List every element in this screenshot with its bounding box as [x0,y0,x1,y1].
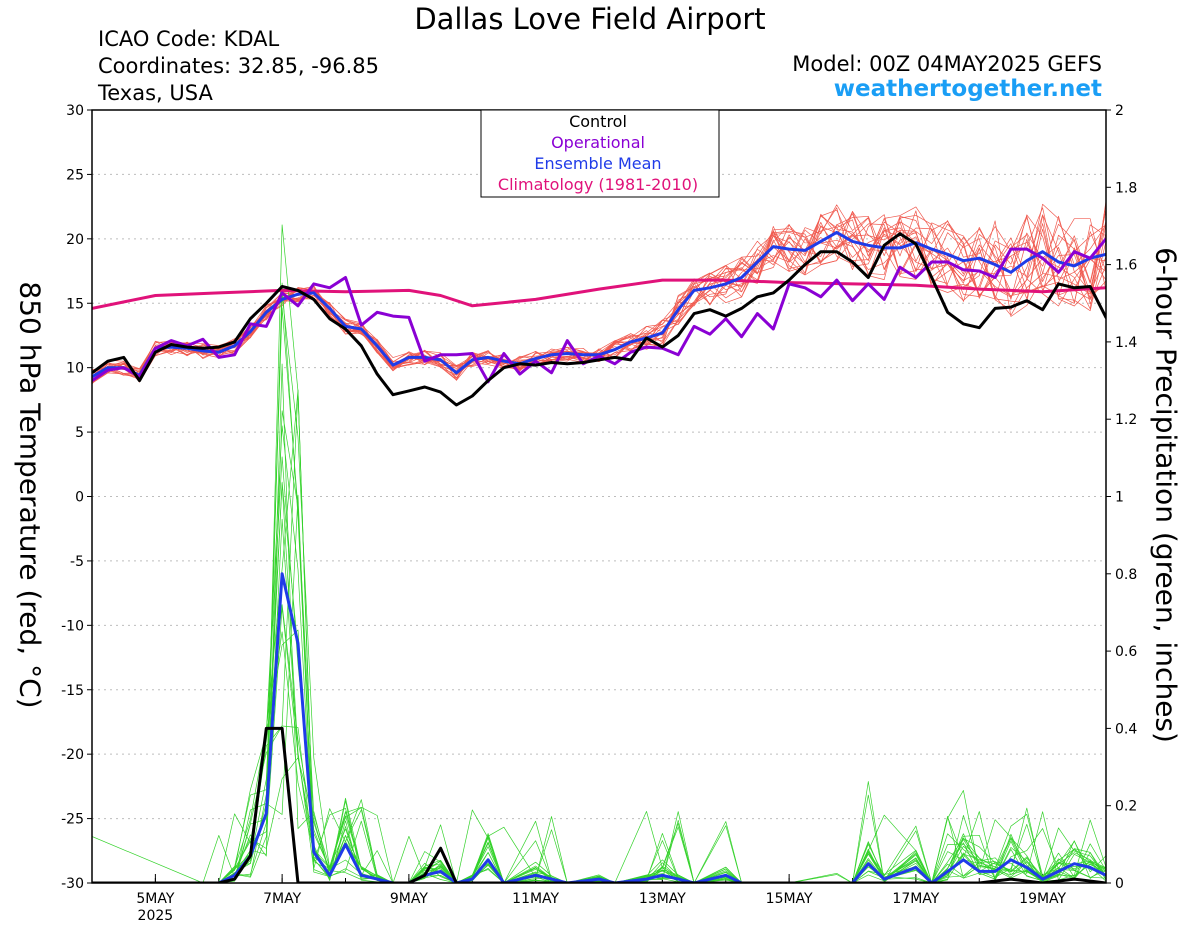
temp-ensemble-member-line [92,210,1106,383]
plot-area [92,200,1106,883]
precip-ensemble-member-line [92,757,1106,883]
location: Texas, USA [98,81,213,105]
y-left-tick-label: 25 [66,167,84,183]
y-right-tick-label: 1.4 [1115,335,1137,351]
temp-ensemble-mean-line [92,230,1106,379]
temp-ensemble-member-line [92,200,1106,383]
y-left-tick-label: -5 [70,554,84,570]
x-tick-label: 7MAY [263,891,301,907]
y-right-tick-label: 1.8 [1115,180,1137,196]
y-right-tick-label: 0.4 [1115,721,1137,737]
precip-ensemble-member-line [92,482,1106,883]
precip-ensemble-member-line [92,425,1106,883]
station-info: ICAO Code: KDAL Coordinates: 32.85, -96.… [98,26,379,107]
y-left-tick-label: 10 [66,361,84,377]
legend-entry: Ensemble Mean [534,154,661,173]
climatology-line [92,278,1106,310]
y-right-tick-label: 1.6 [1115,258,1137,274]
precip-ensemble-member-line [92,456,1106,883]
precip-ensemble-member-line [92,294,1106,883]
legend-box [480,109,720,198]
precip-ensemble-member-line [92,494,1106,883]
chart-title: Dallas Love Field Airport [414,2,766,36]
icao-code: ICAO Code: KDAL [98,27,280,51]
x-tick-label: 5MAY [136,891,174,907]
y-left-tick-label: 5 [75,425,84,441]
temp-ensemble-member-line [92,218,1106,381]
x-tick-label: 19MAY [1019,891,1066,907]
precip-ensemble-member-line [92,481,1106,883]
y-left-tick-label: -30 [61,876,84,892]
y-left-tick-label: 15 [66,296,84,312]
y-right-tick-label: 2 [1115,103,1124,119]
x-tick-label: 17MAY [892,891,939,907]
temp-ensemble-member-line [92,221,1106,373]
y-left-tick-label: 20 [66,232,84,248]
plot-frame [91,109,1107,884]
precip-control-line [92,726,1106,883]
y-right-tick-label: 1.2 [1115,412,1137,428]
precip-ensemble-member-line [92,363,1106,883]
coordinates: Coordinates: 32.85, -96.85 [98,54,379,78]
y-left-tick-label: -20 [61,747,84,763]
temp-control-line [92,232,1106,407]
x-tick-label: 15MAY [766,891,813,907]
legend-entry: Control [569,112,627,131]
precip-ensemble-member-line [92,389,1106,883]
y-left-tick-label: -10 [61,618,84,634]
y-left-tick-label: 30 [66,103,84,119]
brand-link[interactable]: weathertogether.net [833,76,1102,102]
precip-ensemble-member-line [92,282,1106,883]
x-tick-label: 13MAY [639,891,686,907]
y-right-tick-label: 1 [1115,490,1124,506]
y-right-tick-label: 0 [1115,876,1124,892]
precip-ensemble-member-line [92,307,1106,883]
legend-entry: Climatology (1981-2010) [498,175,698,194]
x-tick-label: 9MAY [390,891,428,907]
x-tick-label: 11MAY [512,891,559,907]
y-left-tick-label: -25 [61,812,84,828]
x-tick-year-label: 2025 [138,908,174,924]
precip-ensemble-member-line [92,606,1106,883]
y-left-tick-label: 0 [75,490,84,506]
precip-ensemble-mean-line [92,572,1106,883]
precip-ensemble-member-line [92,629,1106,883]
model-run: Model: 00Z 04MAY2025 GEFS [792,52,1102,76]
y-left-tick-label: -15 [61,683,84,699]
y-right-tick-label: 0.8 [1115,567,1137,583]
y-right-tick-label: 0.2 [1115,799,1137,815]
legend-entry: Operational [551,133,645,152]
precip-ensemble-member-line [92,604,1106,883]
y-right-tick-label: 0.6 [1115,644,1137,660]
precip-ensemble-member-line [92,390,1106,883]
